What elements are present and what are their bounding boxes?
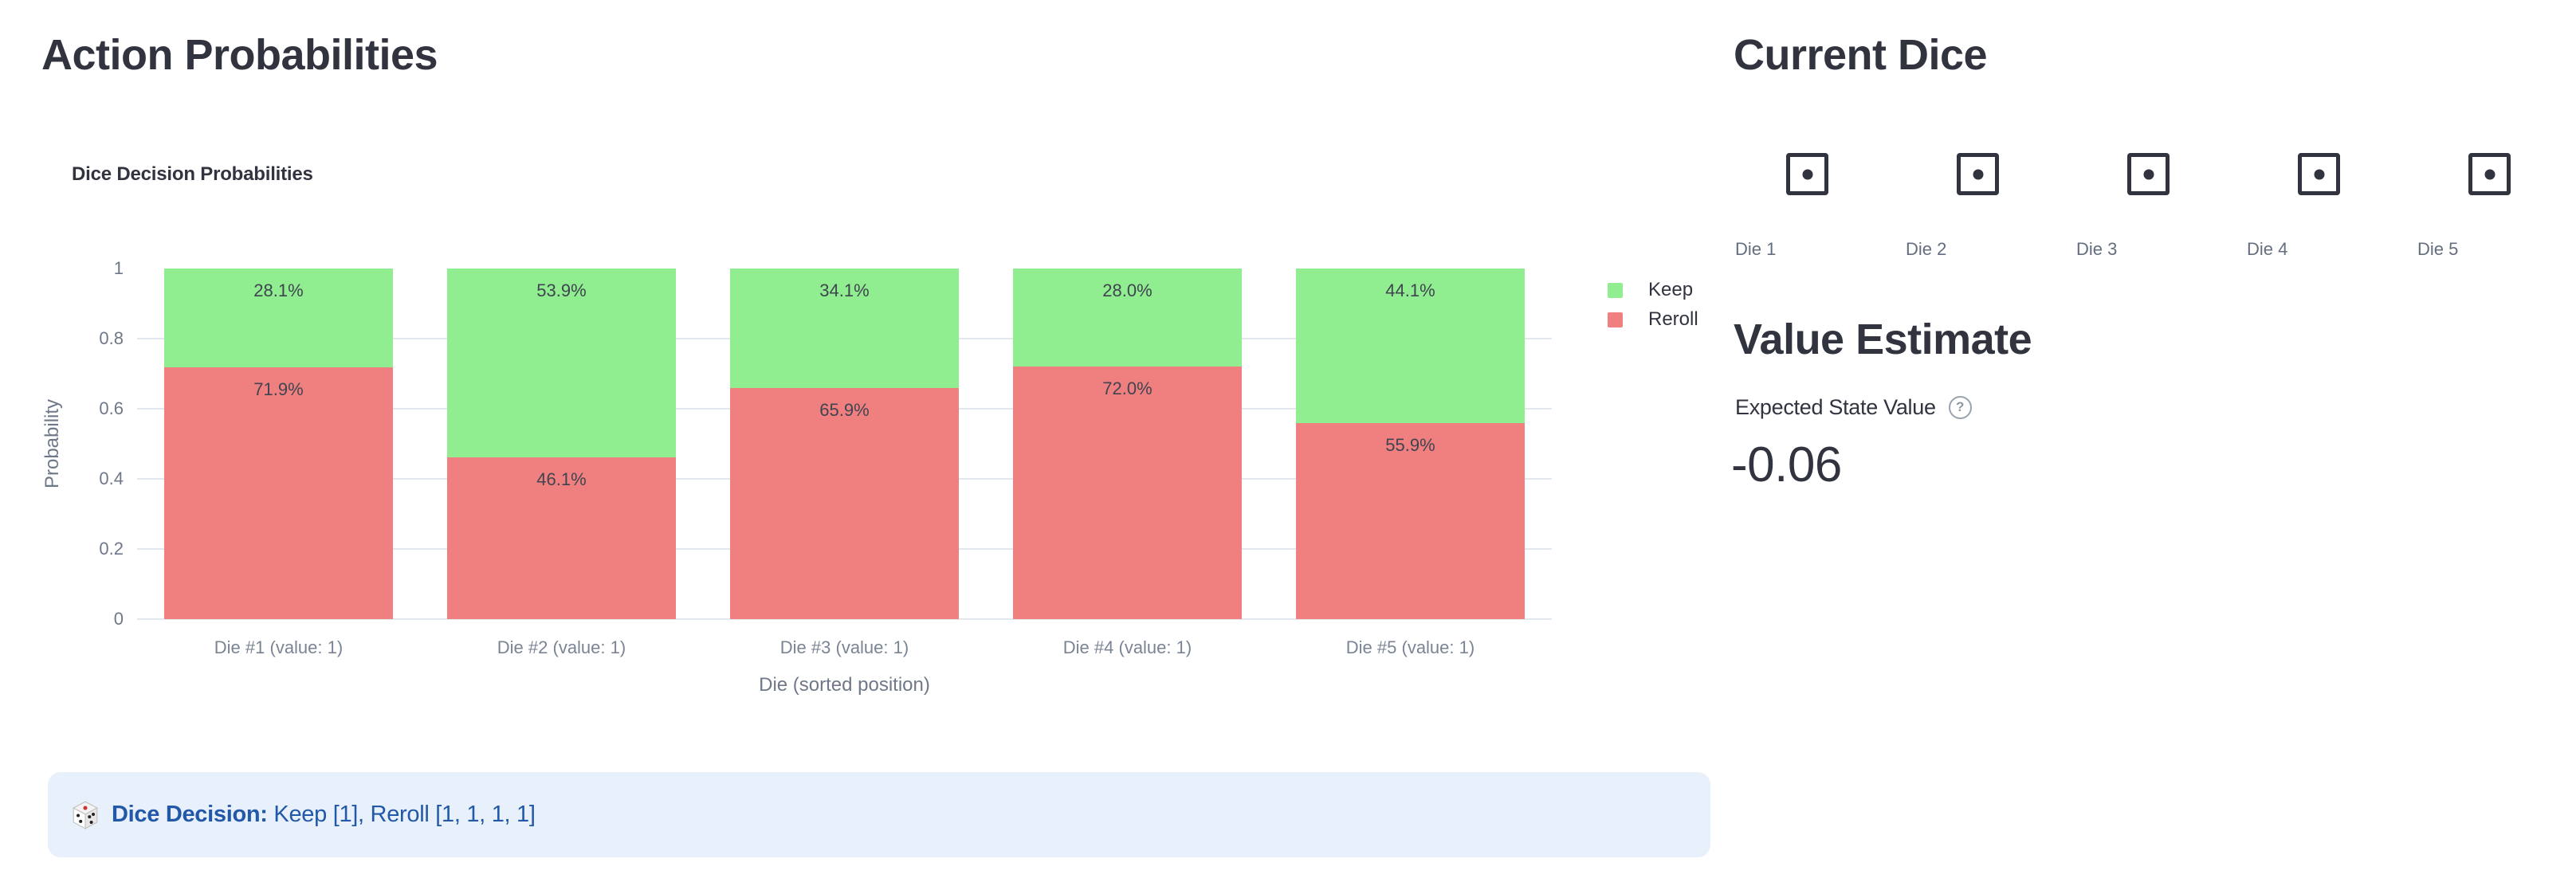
y-tick-label: 0.2 — [99, 539, 124, 559]
bar-segment-reroll — [1013, 367, 1242, 619]
game-die-emoji-icon — [73, 801, 98, 829]
legend-label: Keep — [1648, 279, 1694, 300]
keep-percent-label: 53.9% — [536, 280, 587, 300]
bar-segment-reroll — [164, 367, 393, 619]
bar-segment-keep — [1296, 269, 1525, 424]
y-tick-label: 0.6 — [99, 398, 124, 418]
die-label: Die 4 — [2247, 239, 2288, 259]
die-pip — [1973, 169, 1983, 179]
die-face-icon — [2127, 153, 2170, 195]
y-tick-label: 1 — [113, 258, 124, 278]
reroll-percent-label: 55.9% — [1385, 435, 1435, 456]
die-label: Die 5 — [2417, 239, 2459, 259]
decision-text: Dice Decision: Keep [1], Reroll [1, 1, 1… — [112, 802, 536, 828]
keep-percent-label: 28.0% — [1102, 280, 1153, 300]
bar-segment-keep — [447, 269, 676, 458]
gridline — [137, 618, 1552, 620]
y-tick-label: 0 — [113, 609, 124, 629]
keep-percent-label: 44.1% — [1385, 280, 1435, 300]
bar-segment-keep — [1013, 269, 1242, 367]
legend-item: Keep — [1608, 278, 1693, 302]
x-tick-label: Die #4 (value: 1) — [1062, 637, 1192, 657]
reroll-percent-label: 72.0% — [1102, 378, 1153, 399]
metric-label: Expected State Value — [1735, 395, 1936, 419]
metric: Expected State Value ? — [1735, 394, 1972, 421]
die-face-icon — [2468, 153, 2511, 195]
keep-percent-label: 34.1% — [819, 280, 870, 300]
die-pip — [2314, 169, 2324, 179]
x-tick-label: Die #2 (value: 1) — [497, 637, 626, 657]
x-axis-title: Die (sorted position) — [759, 674, 930, 696]
help-question-circle-icon[interactable]: ? — [1948, 395, 1972, 419]
die-label: Die 2 — [1906, 239, 1947, 259]
chart-title: Dice Decision Probabilities — [72, 163, 313, 185]
decision-text-rest: Keep [1], Reroll [1, 1, 1, 1] — [267, 802, 536, 827]
decision-text-bold: Dice Decision: — [112, 802, 268, 827]
x-tick-label: Die #5 (value: 1) — [1345, 637, 1475, 657]
bar-segment-keep — [164, 269, 393, 367]
die-pip — [2143, 169, 2154, 179]
legend-item: Reroll — [1608, 308, 1698, 331]
decision-note: Dice Decision: Keep [1], Reroll [1, 1, 1… — [48, 772, 1710, 857]
y-tick-label: 0.8 — [99, 328, 124, 348]
y-tick-label: 0.4 — [99, 469, 124, 488]
die-face-icon — [1786, 153, 1828, 195]
bar-segment-keep — [730, 269, 959, 389]
current-dice-title: Current Dice — [1734, 31, 1988, 79]
reroll-percent-label: 65.9% — [819, 400, 870, 421]
bar-segment-reroll — [447, 457, 676, 619]
die-label: Die 3 — [2076, 239, 2118, 259]
x-tick-label: Die #3 (value: 1) — [779, 637, 909, 657]
bar-segment-reroll — [730, 388, 959, 619]
help-glyph: ? — [1955, 399, 1965, 414]
die-label: Die 1 — [1735, 239, 1777, 259]
value-estimate-title: Value Estimate — [1734, 316, 2032, 363]
metric-value: -0.06 — [1731, 437, 1842, 492]
die-face-icon — [2298, 153, 2340, 195]
bar-segment-reroll — [1296, 423, 1525, 619]
legend-label: Reroll — [1648, 308, 1698, 330]
reroll-percent-label: 46.1% — [536, 469, 587, 490]
legend-swatch — [1608, 312, 1623, 327]
die-pip — [2484, 169, 2495, 179]
reroll-percent-label: 71.9% — [253, 378, 304, 399]
page-title: Action Probabilities — [41, 31, 438, 79]
keep-percent-label: 28.1% — [253, 280, 304, 300]
die-face-icon — [1957, 153, 1999, 195]
x-tick-label: Die #1 (value: 1) — [214, 637, 344, 657]
legend-swatch — [1608, 282, 1623, 298]
die-pip — [1802, 169, 1812, 179]
